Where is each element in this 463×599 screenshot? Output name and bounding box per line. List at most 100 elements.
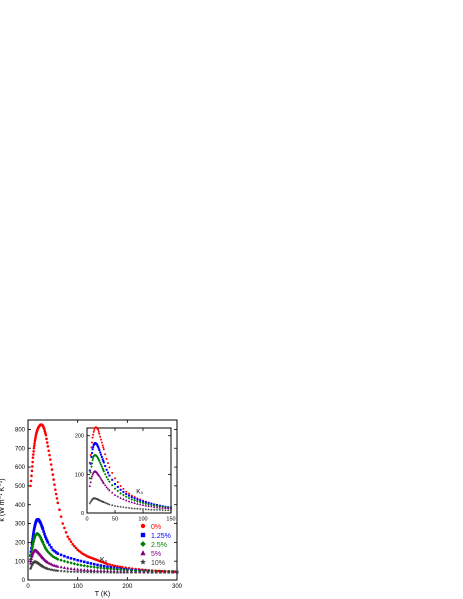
inset-point: [103, 501, 107, 504]
main-point: [158, 570, 163, 574]
inset-point: [136, 507, 139, 510]
main-point: [59, 569, 63, 573]
main-point: [82, 560, 86, 564]
inset-y-tick-label: 100: [75, 472, 84, 478]
main-legend-label: 10%: [151, 560, 165, 567]
inset-point: [104, 465, 107, 468]
inset-point: [111, 478, 114, 481]
inset-point: [167, 506, 170, 510]
main-point: [33, 525, 36, 529]
main-y-tick-label: 700: [15, 446, 26, 452]
main-point: [64, 531, 68, 534]
main-point: [138, 570, 142, 574]
main-y-tick-label: 100: [15, 559, 26, 565]
inset-point: [108, 474, 111, 477]
inset-point: [107, 462, 109, 465]
inset-point: [144, 502, 148, 506]
main-point: [31, 542, 35, 546]
main-point: [50, 468, 54, 471]
main-point: [92, 568, 96, 572]
main-point: [92, 570, 96, 574]
main-annotation: K₀: [100, 557, 108, 564]
inset-point: [124, 506, 128, 509]
main-y-tick-label: 300: [15, 522, 26, 528]
inset-point: [125, 493, 128, 496]
inset-point: [88, 501, 92, 505]
main-point: [45, 539, 49, 542]
main-point: [31, 540, 34, 544]
main-point: [89, 565, 93, 569]
inset-point: [164, 506, 167, 509]
inset-point: [111, 491, 114, 494]
inset-x-tick-label: 50: [112, 517, 118, 523]
inset-point: [138, 507, 142, 511]
main-y-tick-label: 600: [15, 465, 26, 471]
main-point: [32, 444, 36, 448]
inset-point: [147, 503, 150, 506]
main-legend-marker: [140, 532, 146, 538]
main-x-tick-label: 200: [122, 584, 133, 590]
inset-point: [89, 462, 92, 465]
main-point: [69, 566, 73, 570]
inset-point: [102, 481, 105, 485]
inset-point: [102, 461, 105, 464]
inset-point: [108, 466, 111, 469]
inset-point: [91, 471, 95, 475]
inset-point: [122, 505, 125, 509]
main-point: [61, 522, 65, 525]
inset-point: [141, 503, 145, 506]
main-point: [66, 566, 70, 570]
main-point: [75, 570, 80, 574]
inset-annotation: K₀: [136, 489, 143, 496]
main-point: [68, 537, 71, 541]
main-point: [79, 567, 83, 571]
inset-point: [89, 500, 92, 504]
main-point: [89, 562, 93, 565]
main-point: [43, 532, 46, 536]
main-point: [53, 483, 56, 486]
main-point: [53, 549, 56, 553]
main-point: [41, 527, 45, 531]
main-point: [51, 473, 55, 476]
main-point: [54, 488, 57, 491]
inset-point: [122, 490, 125, 493]
main-point: [51, 568, 55, 572]
inset-point: [169, 507, 173, 510]
main-point: [102, 570, 106, 574]
main-point: [118, 570, 123, 574]
inset-point: [141, 507, 145, 511]
main-legend-label: 2.5%: [151, 542, 167, 549]
main-point: [99, 564, 103, 567]
main-point: [56, 501, 60, 505]
main-point: [32, 527, 36, 530]
inset-point: [133, 507, 136, 510]
main-point: [109, 567, 113, 571]
main-point: [116, 565, 119, 568]
main-point: [63, 554, 66, 558]
inset-point: [127, 499, 131, 503]
main-point: [63, 526, 66, 530]
main-point: [49, 458, 52, 461]
inset-point: [96, 444, 99, 447]
inset-point: [91, 448, 94, 451]
inset-point: [119, 484, 122, 487]
main-point: [119, 568, 123, 572]
inset-series-4: [88, 496, 173, 512]
main-point: [71, 542, 74, 546]
inset-point: [99, 451, 102, 454]
inset-point: [142, 500, 144, 503]
main-point: [129, 570, 134, 574]
main-point: [47, 551, 52, 556]
main-point: [56, 552, 60, 555]
main-point: [115, 567, 120, 572]
inset-point: [98, 432, 101, 435]
main-point: [46, 550, 50, 554]
inset-point: [130, 494, 133, 497]
main-point: [112, 567, 116, 571]
main-point: [115, 570, 120, 574]
main-point: [29, 556, 34, 560]
main-x-tick-label: 0: [26, 584, 30, 590]
inset-point: [125, 490, 128, 493]
main-point: [29, 479, 33, 483]
main-point: [72, 569, 77, 574]
